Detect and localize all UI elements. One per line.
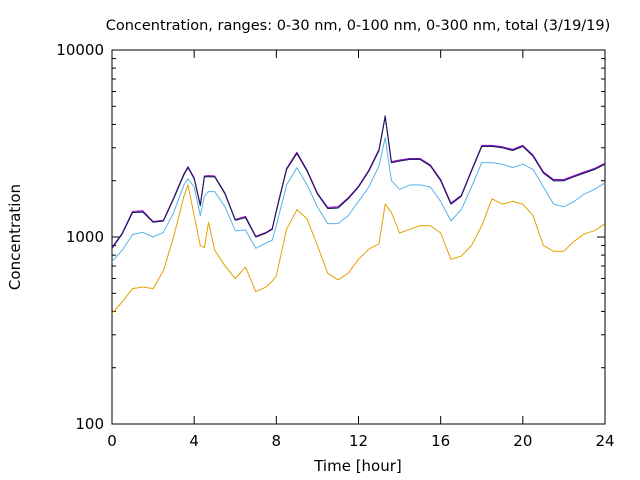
y-axis-label: Concentration <box>6 184 24 290</box>
x-tick-label: 16 <box>431 432 450 450</box>
x-tick-label: 20 <box>513 432 532 450</box>
x-tick-label: 24 <box>595 432 614 450</box>
x-tick-label: 0 <box>107 432 117 450</box>
x-axis-label: Time [hour] <box>313 457 402 475</box>
x-tick-label: 8 <box>272 432 282 450</box>
series-group <box>111 115 606 314</box>
y-tick-label: 100 <box>75 415 104 433</box>
x-tick-labels: 0 4 8 12 16 20 24 <box>107 432 614 450</box>
series-line-0 <box>111 184 606 314</box>
y-tick-label: 1000 <box>66 228 104 246</box>
y-tick-labels: 100 1000 10000 <box>56 41 104 433</box>
y-tick-label: 10000 <box>56 41 104 59</box>
x-tick-label: 4 <box>189 432 199 450</box>
chart-title: Concentration, ranges: 0-30 nm, 0-100 nm… <box>106 18 611 34</box>
axis-ticks <box>111 49 606 425</box>
series-line-4 <box>111 116 606 249</box>
x-tick-label: 12 <box>349 432 368 450</box>
plot-frame <box>111 49 606 425</box>
series-line-1 <box>111 137 606 262</box>
